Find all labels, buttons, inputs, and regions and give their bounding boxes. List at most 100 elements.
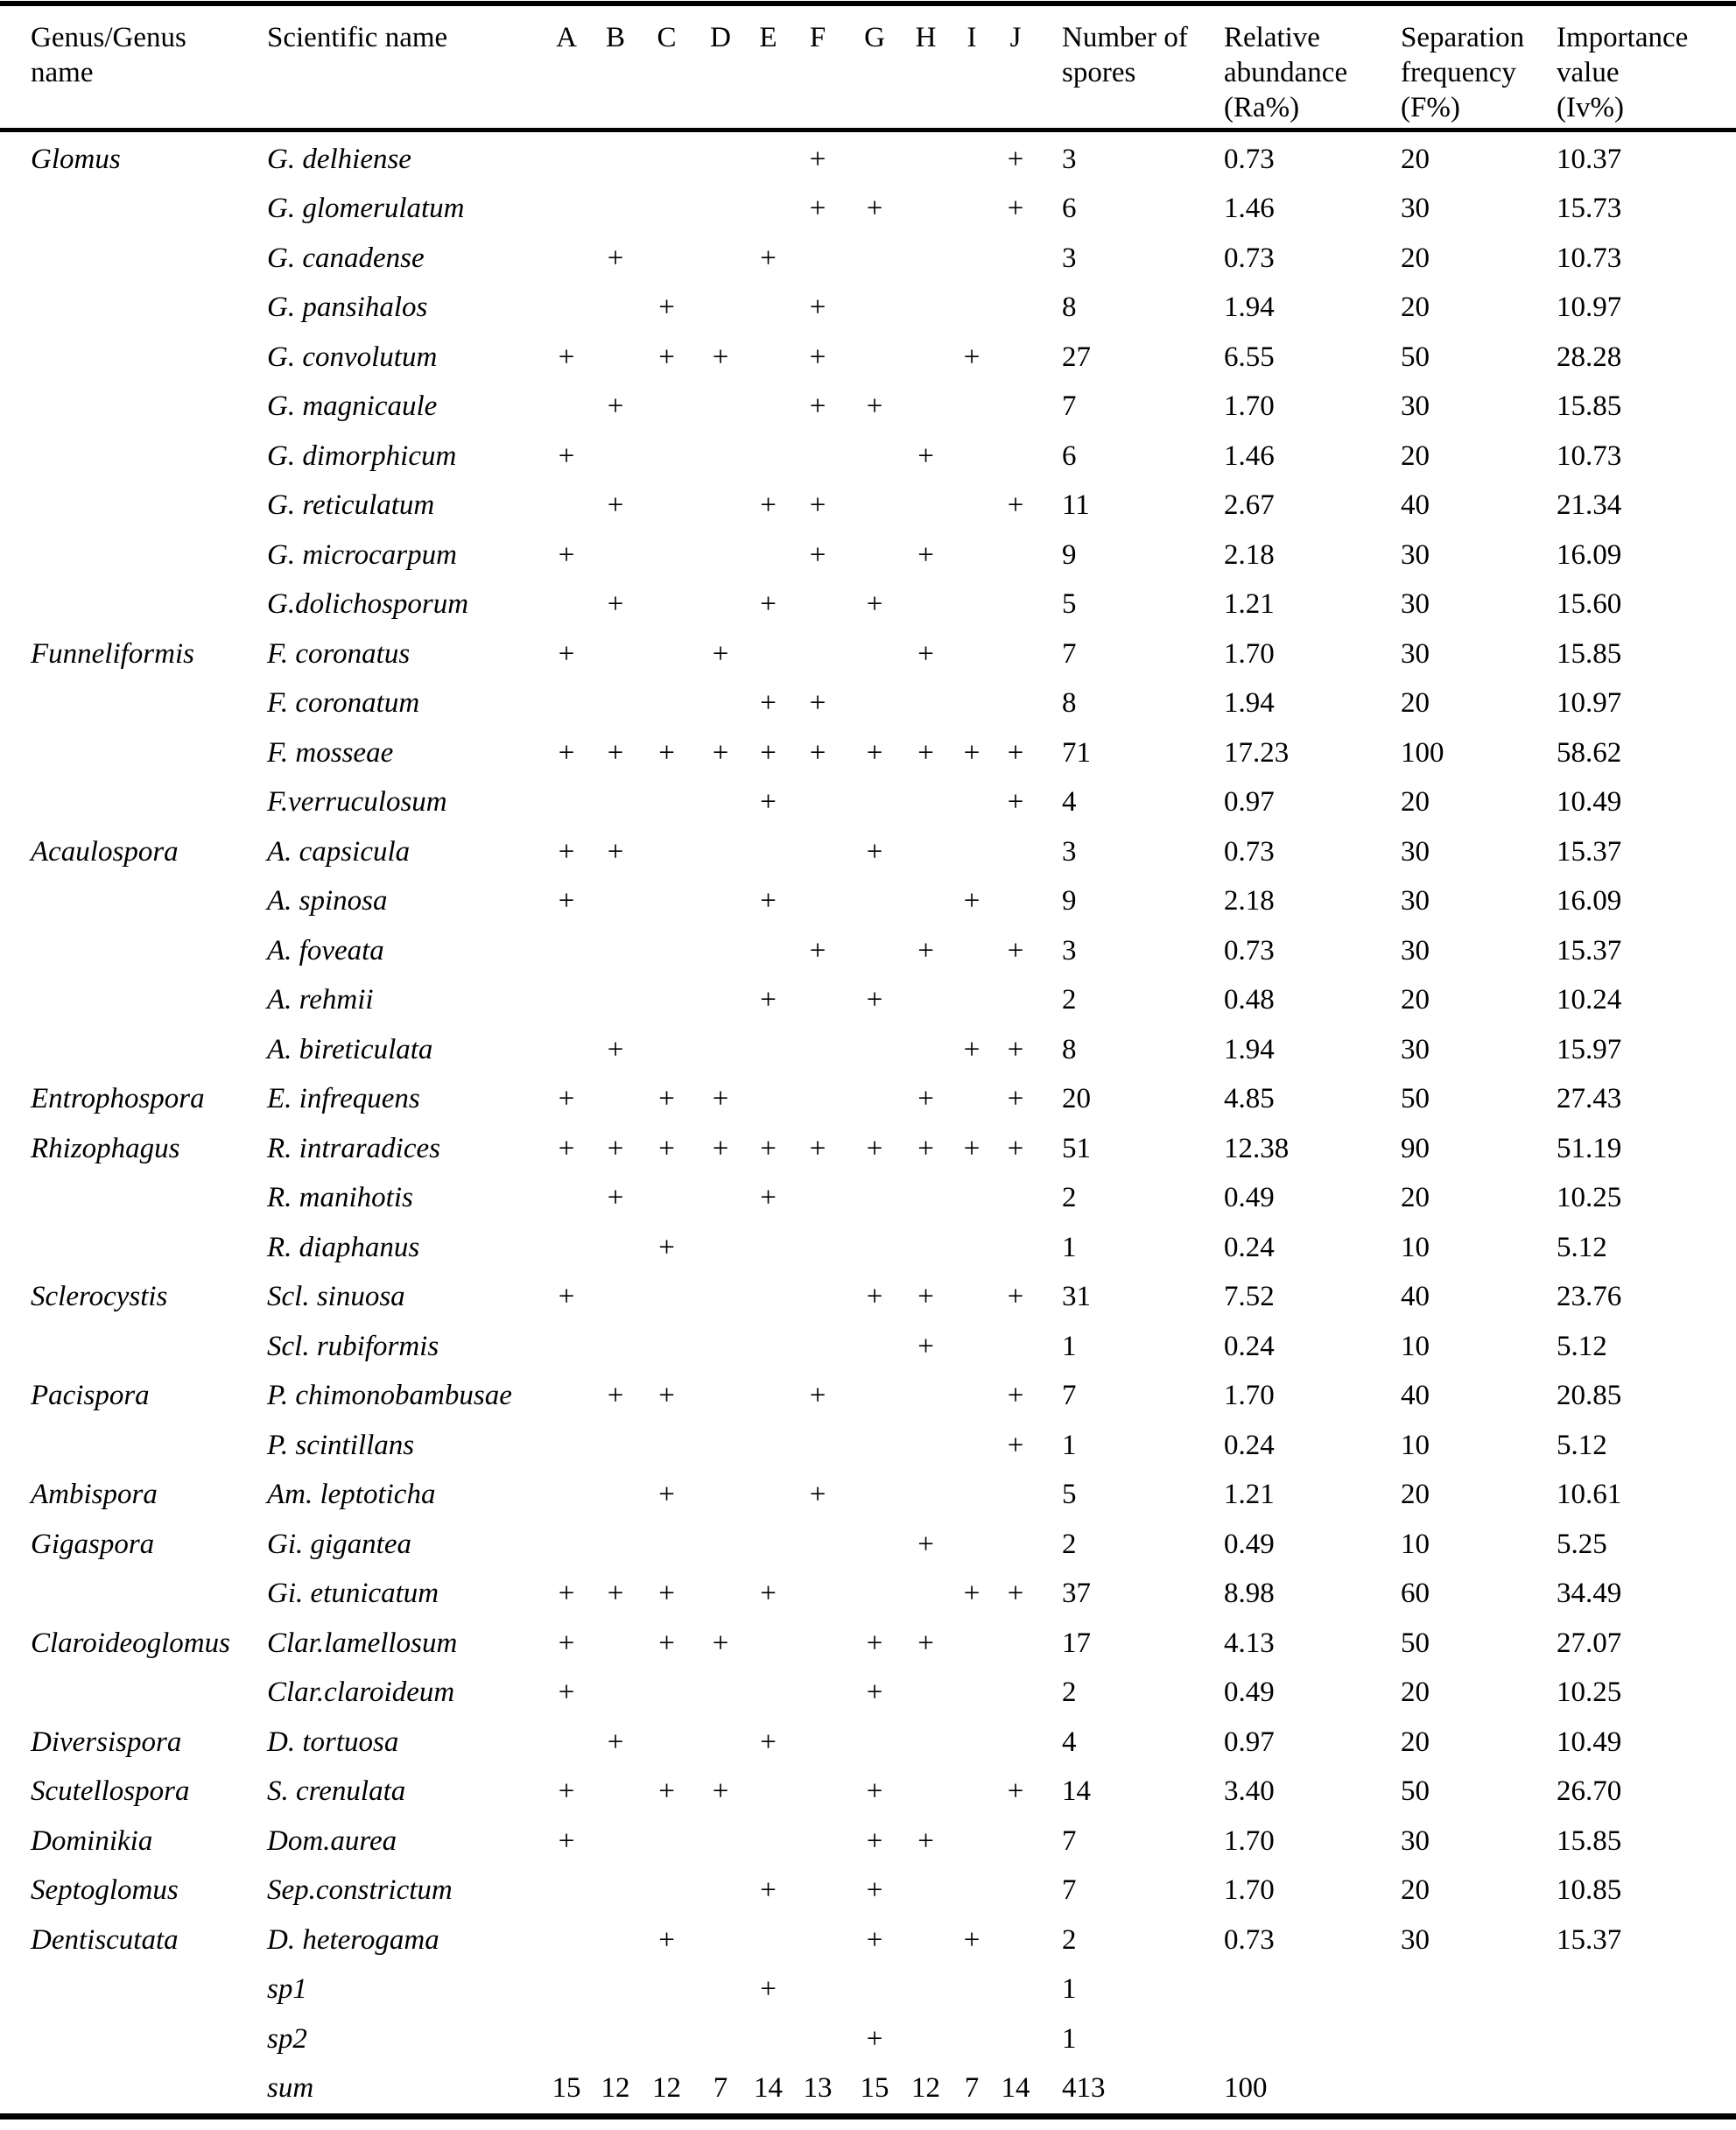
- species-cell: sp2: [267, 2022, 307, 2055]
- site-cell-j: +: [1007, 1132, 1024, 1164]
- site-cell-e: +: [760, 489, 777, 522]
- table-row: G. convolutum + + + + +27 6.55 50 28.28: [0, 333, 1736, 383]
- iv-cell: 10.37: [1557, 143, 1622, 175]
- site-cell-f: +: [809, 193, 826, 225]
- f-cell: 10: [1401, 1231, 1430, 1263]
- iv-cell: 34.49: [1557, 1578, 1622, 1610]
- site-cell-h: +: [917, 1528, 934, 1560]
- f-cell: 30: [1401, 193, 1430, 225]
- table-row: Dominikia Dom.aurea + + +7 1.70 30 15.85: [0, 1817, 1736, 1866]
- f-cell: 30: [1401, 588, 1430, 621]
- site-cell-a: +: [558, 1677, 575, 1709]
- spores-cell: 413: [1062, 2072, 1106, 2105]
- ra-cell: 2.67: [1224, 489, 1275, 522]
- site-cell-a: +: [558, 1281, 575, 1313]
- spores-cell: 7: [1062, 637, 1077, 670]
- scientific-name-header-cell: Scientific name: [267, 22, 448, 53]
- site-cell-g: +: [866, 390, 883, 423]
- ra-cell: 2.18: [1224, 538, 1275, 571]
- iv-cell: 26.70: [1557, 1775, 1622, 1808]
- table-row: G. magnicaule + + +7 1.70 30 15.85: [0, 383, 1736, 432]
- site-cell-h: +: [917, 1824, 934, 1857]
- genus-cell: Ambispora: [31, 1479, 158, 1511]
- table-row: A. rehmii + +2 0.48 20 10.24: [0, 976, 1736, 1026]
- iv-cell: 16.09: [1557, 538, 1622, 571]
- species-cell: S. crenulata: [267, 1775, 406, 1808]
- site-cell-f: +: [809, 1132, 826, 1164]
- site-cell-f: +: [809, 143, 826, 175]
- site-cell-c: +: [658, 292, 675, 324]
- species-cell: E. infrequens: [267, 1083, 420, 1115]
- ra-cell: 0.24: [1224, 1330, 1275, 1362]
- spores-cell: 1: [1062, 1330, 1077, 1362]
- table-row: R. manihotis + +2 0.49 20 10.25: [0, 1174, 1736, 1224]
- species-cell: Scl. sinuosa: [267, 1281, 405, 1313]
- site-cell-h: +: [917, 1083, 934, 1115]
- site-cell-f: +: [809, 934, 826, 967]
- site-cell-c: 12: [652, 2072, 681, 2105]
- bottom-rule: [0, 2113, 1736, 2119]
- ra-cell: 1.70: [1224, 1874, 1275, 1907]
- table-row: A. foveata + + +3 0.73 30 15.37: [0, 926, 1736, 976]
- spores-cell: 1: [1062, 1429, 1077, 1461]
- site-cell-f: +: [809, 489, 826, 522]
- table-row: G. canadense + +3 0.73 20 10.73: [0, 234, 1736, 284]
- spores-cell: 8: [1062, 687, 1077, 720]
- site-cell-f: +: [809, 736, 826, 769]
- spores-cell: 1: [1062, 2022, 1077, 2055]
- table-row: Entrophospora E. infrequens + + + + +20 4.85 50 2…: [0, 1075, 1736, 1125]
- site-cell-g: +: [866, 1281, 883, 1313]
- site-cell-a: +: [558, 341, 575, 373]
- site-cell-c: +: [658, 341, 675, 373]
- site-column-header-e: E: [759, 22, 777, 53]
- site-cell-f: +: [809, 292, 826, 324]
- site-column-header-b: B: [605, 22, 625, 53]
- table-row: Acaulospora A. capsicula + + +3 0.73 30 15.37: [0, 827, 1736, 877]
- site-cell-c: +: [658, 1479, 675, 1511]
- f-cell: 50: [1401, 1775, 1430, 1808]
- spores-cell: 7: [1062, 390, 1077, 423]
- site-cell-h: +: [917, 1281, 934, 1313]
- site-cell-j: +: [1007, 736, 1024, 769]
- f-cell: 10: [1401, 1528, 1430, 1560]
- site-cell-i: +: [963, 885, 980, 917]
- ra-cell: 1.70: [1224, 637, 1275, 670]
- species-cell: A. rehmii: [267, 984, 374, 1016]
- iv-cell: 28.28: [1557, 341, 1622, 373]
- genus-cell: Dentiscutata: [31, 1923, 179, 1956]
- ra-cell: 17.23: [1224, 736, 1290, 769]
- iv-cell: 5.12: [1557, 1330, 1607, 1362]
- f-cell: 50: [1401, 1627, 1430, 1659]
- table-row: Ambispora Am. leptoticha + +5 1.21 20 10.61: [0, 1471, 1736, 1521]
- genus-cell: Rhizophagus: [31, 1132, 180, 1164]
- table-row: G. microcarpum + + +9 2.18 30 16.09: [0, 531, 1736, 580]
- species-cell: G. convolutum: [267, 341, 438, 373]
- f-cell: 30: [1401, 390, 1430, 423]
- f-cell: 20: [1401, 1726, 1430, 1758]
- site-column-header-g: G: [864, 22, 885, 53]
- genus-cell: Scutellospora: [31, 1775, 190, 1808]
- f-cell: 30: [1401, 934, 1430, 967]
- f-cell: 20: [1401, 1874, 1430, 1907]
- site-cell-b: +: [607, 1578, 624, 1610]
- site-cell-h: +: [917, 439, 934, 472]
- iv-cell: 5.12: [1557, 1429, 1607, 1461]
- species-cell: Clar.lamellosum: [267, 1627, 458, 1659]
- ra-cell: 1.94: [1224, 1033, 1275, 1065]
- f-cell: 20: [1401, 439, 1430, 472]
- iv-cell: 10.73: [1557, 242, 1622, 274]
- ra-cell: 2.18: [1224, 885, 1275, 917]
- site-cell-g: +: [866, 1923, 883, 1956]
- site-cell-b: +: [607, 242, 624, 274]
- site-cell-a: +: [558, 835, 575, 868]
- site-cell-d: +: [712, 736, 729, 769]
- spores-cell: 1: [1062, 1231, 1077, 1263]
- site-cell-a: +: [558, 885, 575, 917]
- table-row: Claroideoglomus Clar.lamellosum + + + + +17 4.1…: [0, 1619, 1736, 1669]
- ra-cell: 0.24: [1224, 1429, 1275, 1461]
- site-cell-j: +: [1007, 1429, 1024, 1461]
- site-cell-e: +: [760, 1182, 777, 1214]
- ra-cell: 1.46: [1224, 193, 1275, 225]
- site-column-header-f: F: [809, 22, 826, 53]
- species-cell: Gi. etunicatum: [267, 1578, 439, 1610]
